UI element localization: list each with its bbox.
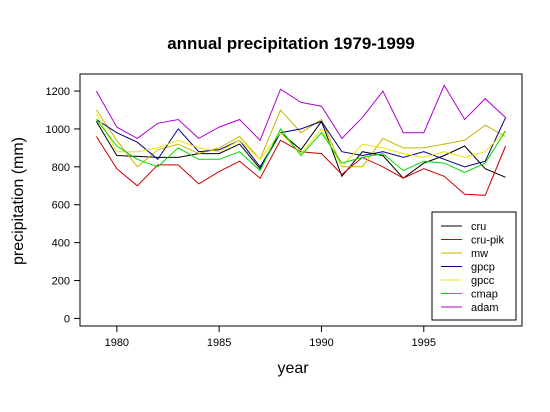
y-tick-label: 600 [52, 200, 70, 212]
legend-label-gpcp: gpcp [471, 262, 495, 274]
legend-label-mw: mw [471, 248, 488, 260]
plot-frame [79, 73, 523, 327]
legend-label-cmap: cmap [471, 289, 498, 301]
legend-label-adam: adam [471, 302, 499, 314]
y-tick-label: 0 [64, 313, 70, 325]
y-axis-label: precipitation (mm) [10, 137, 27, 265]
series-line-cru-pik [95, 136, 507, 196]
x-tick-label: 1995 [412, 337, 436, 349]
legend-label-cru-pik: cru-pik [471, 235, 505, 247]
plot-area [79, 73, 523, 327]
series-line-gpcp [96, 117, 507, 168]
y-tick-label: 200 [52, 276, 70, 288]
y-tick-label: 1200 [46, 86, 70, 98]
y-axis: 0 200 400 600 800 1000 1200 [46, 86, 80, 325]
x-tick-label: 1990 [309, 337, 333, 349]
series-line-adam [95, 84, 506, 142]
y-tick-label: 800 [52, 162, 70, 174]
x-axis: 1980 1985 1990 1995 [105, 326, 436, 349]
x-tick-label: 1985 [207, 337, 231, 349]
chart-title: annual precipitation 1979-1999 [167, 34, 415, 53]
y-tick-label: 1000 [46, 124, 70, 136]
x-axis-label: year [277, 360, 309, 377]
legend-label-cru: cru [471, 221, 486, 233]
series-lines [95, 84, 507, 196]
series-line-cmap [96, 119, 507, 174]
series-line-gpcc [95, 113, 506, 168]
x-tick-label: 1980 [105, 337, 129, 349]
series-line-cru [95, 120, 506, 179]
series-line-mw [95, 109, 506, 168]
y-tick-label: 400 [52, 238, 70, 250]
legend-label-gpcc: gpcc [471, 275, 495, 287]
